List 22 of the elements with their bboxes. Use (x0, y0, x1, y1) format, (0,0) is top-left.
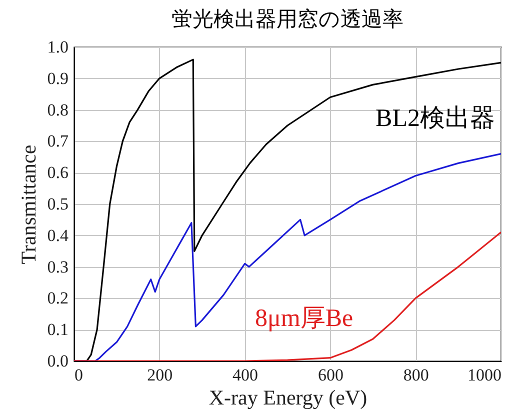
x-axis-title: X-ray Energy (eV) (208, 386, 368, 410)
x-tick-label: 200 (147, 366, 173, 384)
y-tick-label: 1.0 (47, 38, 68, 56)
series-label: 8μm厚Be (255, 305, 354, 332)
y-tick-label: 0.4 (47, 226, 69, 245)
series-label: BL2検出器 (376, 105, 495, 132)
x-tick-label: 600 (318, 366, 344, 384)
y-tick-label: 0.7 (47, 132, 69, 151)
x-tick-label: 800 (403, 366, 429, 384)
y-tick-label: 0.9 (47, 68, 68, 88)
y-axis-title: Transmittance (16, 144, 40, 264)
x-tick-label: 0 (74, 366, 83, 384)
y-tick-label: 0.3 (47, 257, 68, 276)
y-tick-label: 0.2 (47, 288, 68, 308)
x-tick-label: 400 (232, 366, 258, 384)
y-tick-label: 0.8 (47, 100, 68, 120)
y-tick-label: 0.5 (47, 194, 68, 214)
y-tick-label: 0.0 (47, 352, 68, 370)
y-tick-label: 0.6 (47, 163, 68, 182)
x-tick-label: 1000 (468, 366, 502, 384)
chart-title: 蛍光検出器用窓の透過率 (172, 7, 404, 31)
y-tick-label: 0.1 (47, 320, 68, 340)
